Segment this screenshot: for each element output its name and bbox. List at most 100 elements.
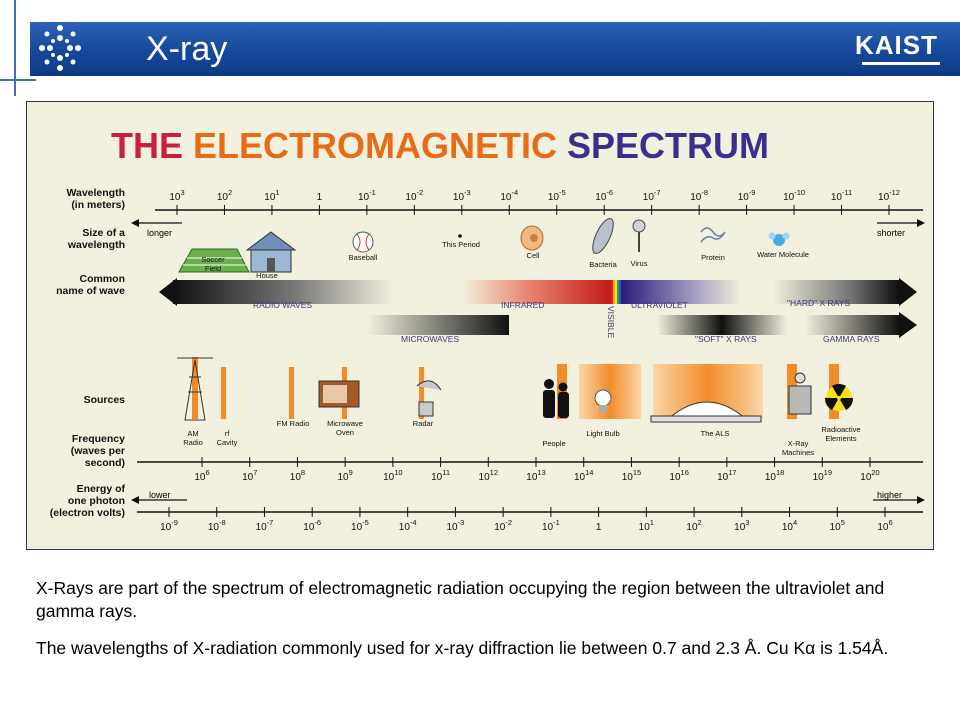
- wavelength-tick-label: 10-5: [548, 188, 566, 203]
- source-label: FM Radio: [277, 419, 310, 428]
- protein-icon: [700, 227, 726, 243]
- xray-machine-icon: [788, 372, 812, 415]
- wavelength-tick-label: 10-7: [643, 188, 661, 203]
- wavelength-tick-label: 10-11: [831, 188, 852, 203]
- wave-label: INFRARED: [501, 300, 544, 310]
- source-label: Radar: [413, 419, 434, 428]
- period-dot-icon: [458, 234, 462, 238]
- source-label: The ALS: [701, 429, 730, 438]
- body-text: X-Rays are part of the spectrum of elect…: [36, 577, 936, 674]
- row-label-frequency: Frequency (waves per second): [71, 433, 125, 469]
- frequency-tick-label: 1015: [622, 468, 641, 483]
- frequency-tick-label: 108: [290, 468, 305, 483]
- radar-bar: [419, 367, 424, 419]
- size-label: Virus: [631, 259, 648, 268]
- energy-tick-label: 102: [686, 518, 701, 533]
- frequency-tick-label: 1013: [526, 468, 545, 483]
- energy-tick-label: 10-3: [447, 518, 465, 533]
- energy-tick-label: 10-7: [256, 518, 274, 533]
- wavelength-tick-label: 10-10: [783, 188, 805, 203]
- frequency-tick-label: 1010: [383, 468, 402, 483]
- row-label-common: Common name of wave: [56, 273, 125, 297]
- people-bar: [557, 364, 567, 419]
- frequency-tick-label: 109: [337, 468, 352, 483]
- bacteria-icon: [592, 218, 614, 254]
- title-word: SPECTRUM: [557, 125, 769, 166]
- kaist-logo-underline: [862, 62, 940, 65]
- energy-tick-label: 104: [782, 518, 797, 533]
- baseball-icon: [352, 231, 374, 253]
- als-building-icon: [650, 401, 762, 423]
- em-spectrum-diagram: THE ELECTROMAGNETIC SPECTRUM Wavelength(…: [50, 125, 925, 533]
- source-label: Light Bulb: [586, 429, 619, 438]
- energy-tick-label: 10-6: [303, 518, 321, 533]
- energy-tick-label: 105: [830, 518, 845, 533]
- title-word: THE: [111, 125, 183, 166]
- row-label-energy: Energy of one photon (electron volts): [50, 483, 126, 519]
- radio-waves-band: [159, 278, 393, 306]
- paragraph-xray-wavelengths: The wavelengths of X-radiation commonly …: [36, 638, 889, 658]
- frequency-tick-label: 1016: [669, 468, 688, 483]
- antenna-tower-icon: [177, 357, 213, 421]
- wavelength-tick-label: 10-12: [878, 188, 900, 203]
- frequency-tick-label: 1020: [860, 468, 879, 483]
- people-icon: [543, 379, 569, 418]
- wave-label: RADIO WAVES: [253, 300, 312, 310]
- virus-icon: [632, 219, 646, 252]
- soccer-field-icon: [178, 248, 250, 273]
- size-label: This Period: [442, 240, 480, 249]
- light-bulb-icon: [594, 389, 612, 413]
- size-label: Soccer Field: [201, 255, 225, 273]
- am-radio-bar: [192, 357, 198, 419]
- visible-band: [611, 280, 621, 304]
- radiation-icon: [824, 383, 854, 411]
- source-label: Radioactive Elements: [821, 425, 860, 443]
- spectrum-title: THE ELECTROMAGNETIC SPECTRUM: [111, 125, 769, 166]
- gamma-rays-band: [805, 312, 917, 338]
- wavelength-tick-label: 10-4: [500, 188, 518, 203]
- frequency-tick-label: 1017: [717, 468, 736, 483]
- wavelength-tick-label: 10-2: [405, 188, 423, 203]
- frequency-tick-label: 1014: [574, 468, 593, 483]
- wavelength-tick-label: 101: [264, 188, 279, 203]
- wavelength-tick-label: 1: [317, 192, 323, 203]
- source-label: People: [542, 439, 565, 448]
- energy-tick-label: 10-2: [494, 518, 512, 533]
- frame-line-vertical: [14, 0, 16, 96]
- longer-label: longer: [147, 228, 172, 238]
- longer-arrow: [131, 219, 182, 227]
- title-word: ELECTROMAGNETIC: [183, 125, 557, 166]
- fm-radio-bar: [289, 367, 294, 419]
- lower-label: lower: [149, 490, 171, 500]
- wavelength-tick-label: 10-9: [738, 188, 756, 203]
- source-label: X-Ray Machines: [782, 439, 814, 457]
- size-label: Cell: [527, 251, 540, 260]
- higher-label: higher: [877, 490, 902, 500]
- size-label: Bacteria: [589, 260, 617, 269]
- slide-title: X-ray: [146, 30, 228, 68]
- row-label-wavelength: Wavelength (in meters): [66, 187, 125, 211]
- paragraph-xray-definition: X-Rays are part of the spectrum of elect…: [36, 578, 885, 621]
- wavelength-tick-label: 10-8: [690, 188, 708, 203]
- light-bulb-glow: [579, 364, 641, 419]
- wave-label: VISIBLE: [606, 306, 616, 338]
- water-molecule-icon: [768, 232, 790, 246]
- frequency-tick-label: 1011: [431, 468, 450, 483]
- frequency-tick-label: 106: [194, 468, 209, 483]
- energy-tick-label: 10-4: [399, 518, 417, 533]
- energy-tick-label: 1: [596, 522, 602, 533]
- source-label: rf Cavity: [217, 429, 238, 447]
- frequency-tick-label: 107: [242, 468, 257, 483]
- frame-line-horizontal: [0, 79, 36, 81]
- size-label: Baseball: [349, 253, 378, 262]
- frequency-tick-label: 1012: [479, 468, 498, 483]
- size-label: Protein: [701, 253, 725, 262]
- wave-label: MICROWAVES: [401, 334, 459, 344]
- size-label: Water Molecule: [757, 250, 809, 259]
- wave-label: GAMMA RAYS: [823, 334, 880, 344]
- wavelength-tick-label: 10-6: [595, 188, 613, 203]
- wave-label: "HARD" X RAYS: [787, 298, 850, 308]
- row-label-sources: Sources: [84, 394, 126, 406]
- cell-icon: [520, 225, 544, 251]
- source-label: AM Radio: [183, 429, 203, 447]
